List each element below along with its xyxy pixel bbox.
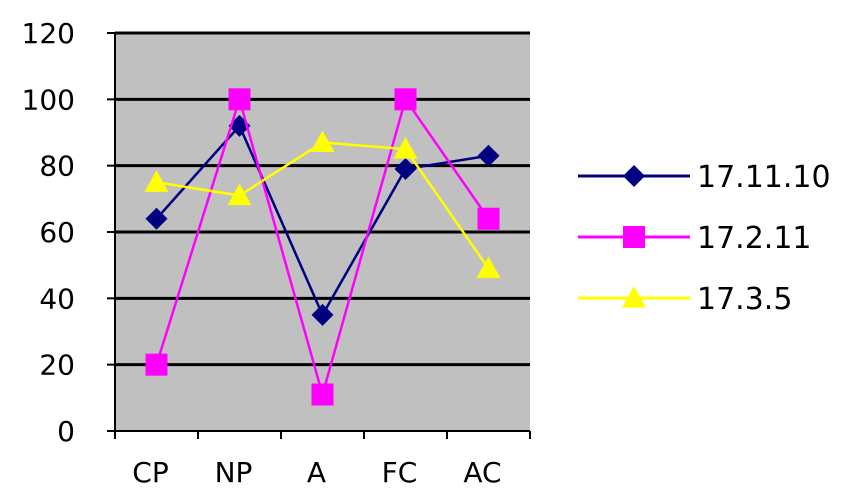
x-category-label: CP	[132, 456, 168, 489]
series-2	[145, 88, 500, 406]
y-tick-label: 0	[57, 415, 75, 448]
data-point	[227, 183, 252, 206]
data-point	[393, 137, 418, 159]
x-category-label: A	[307, 456, 326, 489]
data-point	[145, 353, 168, 376]
data-point	[311, 303, 334, 326]
data-point	[476, 256, 501, 279]
legend-item: 17.3.5	[578, 282, 792, 317]
axes	[107, 32, 531, 439]
series-3	[144, 130, 501, 279]
x-category-label: FC	[382, 456, 418, 489]
x-category-label: AC	[463, 456, 501, 489]
x-category-label: NP	[215, 456, 253, 489]
legend-marker	[623, 226, 645, 248]
y-tick-label: 60	[39, 216, 75, 249]
legend-item: 17.11.10	[578, 160, 831, 195]
legend-item: 17.2.11	[578, 221, 812, 256]
data-point	[310, 130, 335, 153]
tick-labels: 0 20 40 60 80 100 120 CP NP A FC AC	[22, 17, 502, 489]
data-point	[394, 88, 417, 111]
y-tick-label: 120	[22, 17, 75, 50]
data-point	[477, 144, 500, 167]
y-tick-label: 20	[39, 349, 75, 382]
y-tick-label: 40	[39, 282, 75, 315]
legend-marker	[623, 165, 645, 187]
data-point	[394, 157, 417, 180]
data-point	[477, 207, 500, 230]
legend-label: 17.2.11	[697, 221, 812, 256]
series	[144, 88, 501, 406]
legend-marker	[622, 286, 646, 308]
data-point	[311, 383, 334, 406]
y-tick-label: 80	[39, 150, 75, 183]
legend: 17.11.10 17.2.11 17.3.5	[578, 160, 831, 317]
gridlines	[115, 31, 530, 367]
data-point	[144, 170, 169, 192]
legend-label: 17.11.10	[697, 160, 831, 195]
y-tick-label: 100	[22, 83, 75, 116]
data-point	[145, 207, 168, 230]
data-point	[228, 88, 251, 111]
legend-label: 17.3.5	[697, 282, 792, 317]
